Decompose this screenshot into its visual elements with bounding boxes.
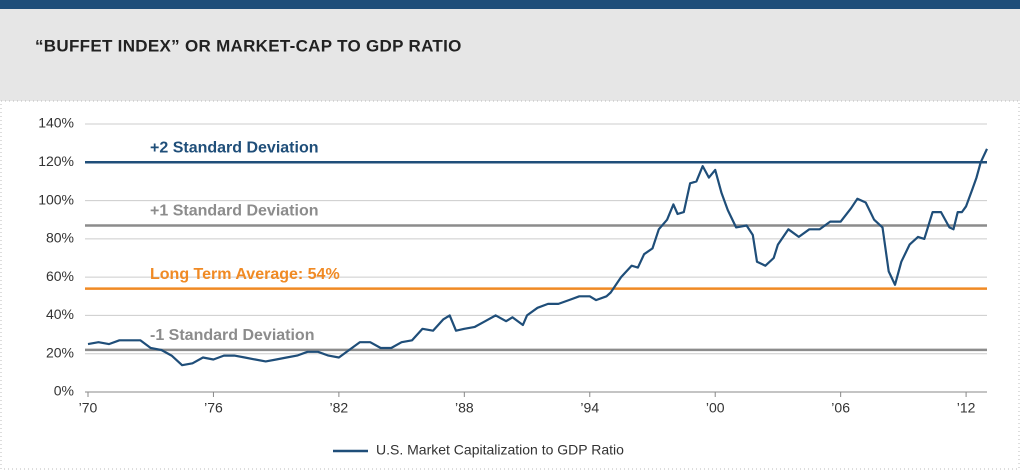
legend-label: U.S. Market Capitalization to GDP Ratio [376, 442, 624, 458]
x-tick-label: ’06 [831, 400, 850, 416]
y-tick-label: 120% [38, 153, 74, 169]
x-tick-label: ’00 [706, 400, 725, 416]
x-tick-label: ’88 [455, 400, 474, 416]
y-tick-label: 140% [38, 115, 74, 131]
reference-label: -1 Standard Deviation [150, 327, 314, 344]
reference-label: +1 Standard Deviation [150, 203, 319, 220]
reference-label: +2 Standard Deviation [150, 140, 319, 157]
series-line [87, 148, 988, 367]
frame [0, 100, 1020, 470]
x-tick-label: ’82 [330, 400, 349, 416]
x-tick-label: ’12 [957, 400, 976, 416]
chart-title: “BUFFET INDEX” OR MARKET-CAP TO GDP RATI… [35, 36, 462, 55]
y-tick-label: 80% [46, 230, 74, 246]
y-tick-label: 60% [46, 268, 74, 284]
y-tick-label: 40% [46, 306, 74, 322]
top-bar [0, 0, 1020, 9]
reference-label: Long Term Average: 54% [150, 266, 340, 283]
x-tick-label: ’94 [580, 400, 599, 416]
y-tick-label: 20% [46, 344, 74, 360]
y-tick-label: 100% [38, 191, 74, 207]
x-tick-label: ’70 [79, 400, 98, 416]
x-tick-label: ’76 [204, 400, 223, 416]
header [0, 9, 1020, 101]
y-tick-label: 0% [54, 383, 74, 399]
